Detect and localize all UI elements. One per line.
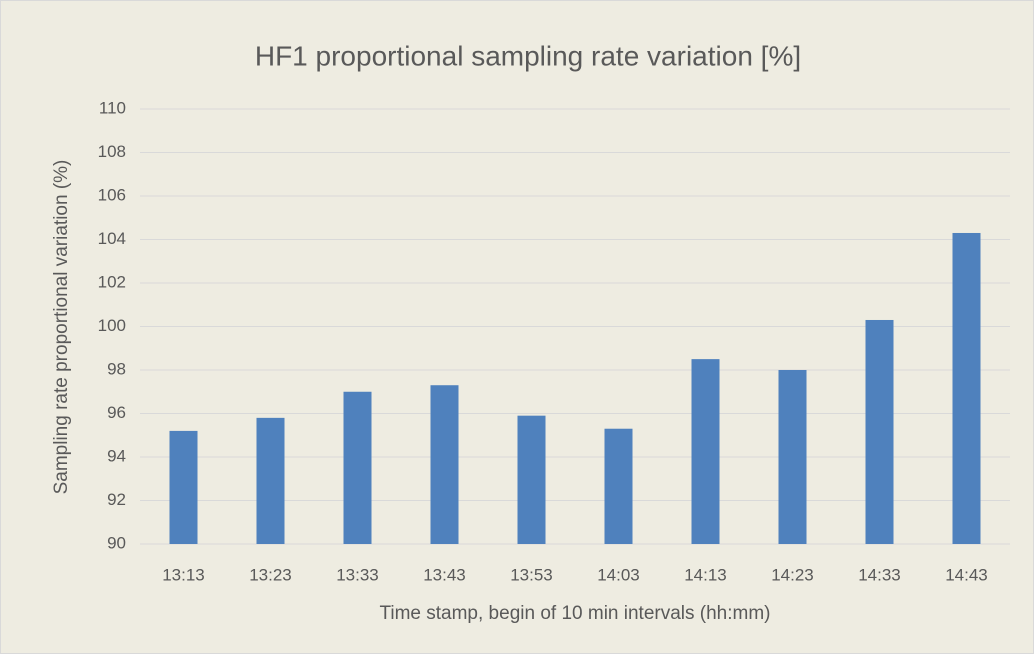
bar — [517, 415, 546, 544]
bar — [256, 417, 285, 544]
y-tick-label: 110 — [99, 98, 126, 117]
y-tick-label: 92 — [107, 490, 126, 509]
y-tick-label: 98 — [107, 359, 126, 378]
y-tick-label: 90 — [107, 533, 126, 552]
y-tick-label: 100 — [98, 316, 126, 335]
bar — [691, 359, 720, 544]
y-tick-label: 96 — [107, 403, 126, 422]
bar — [778, 370, 807, 544]
x-tick-label: 13:23 — [249, 565, 292, 584]
bar — [343, 391, 372, 544]
bar — [604, 428, 633, 544]
bar — [865, 319, 894, 544]
y-tick-label: 106 — [98, 185, 126, 204]
y-axis-label: Sampling rate proportional variation (%) — [51, 160, 72, 495]
x-tick-label: 14:03 — [597, 565, 640, 584]
bar — [430, 385, 459, 544]
y-tick-label: 104 — [98, 229, 126, 248]
x-tick-label: 14:23 — [771, 565, 814, 584]
x-tick-label: 13:33 — [336, 565, 379, 584]
bar — [952, 232, 981, 544]
x-tick-label: 13:13 — [162, 565, 205, 584]
y-tick-label: 94 — [107, 446, 126, 465]
bar — [169, 430, 198, 544]
x-tick-label: 14:13 — [684, 565, 727, 584]
y-tick-label: 102 — [98, 272, 126, 291]
x-tick-label: 14:43 — [945, 565, 988, 584]
x-tick-label: 14:33 — [858, 565, 901, 584]
y-tick-label: 108 — [98, 142, 126, 161]
x-axis-label: Time stamp, begin of 10 min intervals (h… — [379, 603, 770, 624]
chart-title: HF1 proportional sampling rate variation… — [255, 40, 801, 71]
x-tick-label: 13:43 — [423, 565, 466, 584]
x-tick-label: 13:53 — [510, 565, 553, 584]
